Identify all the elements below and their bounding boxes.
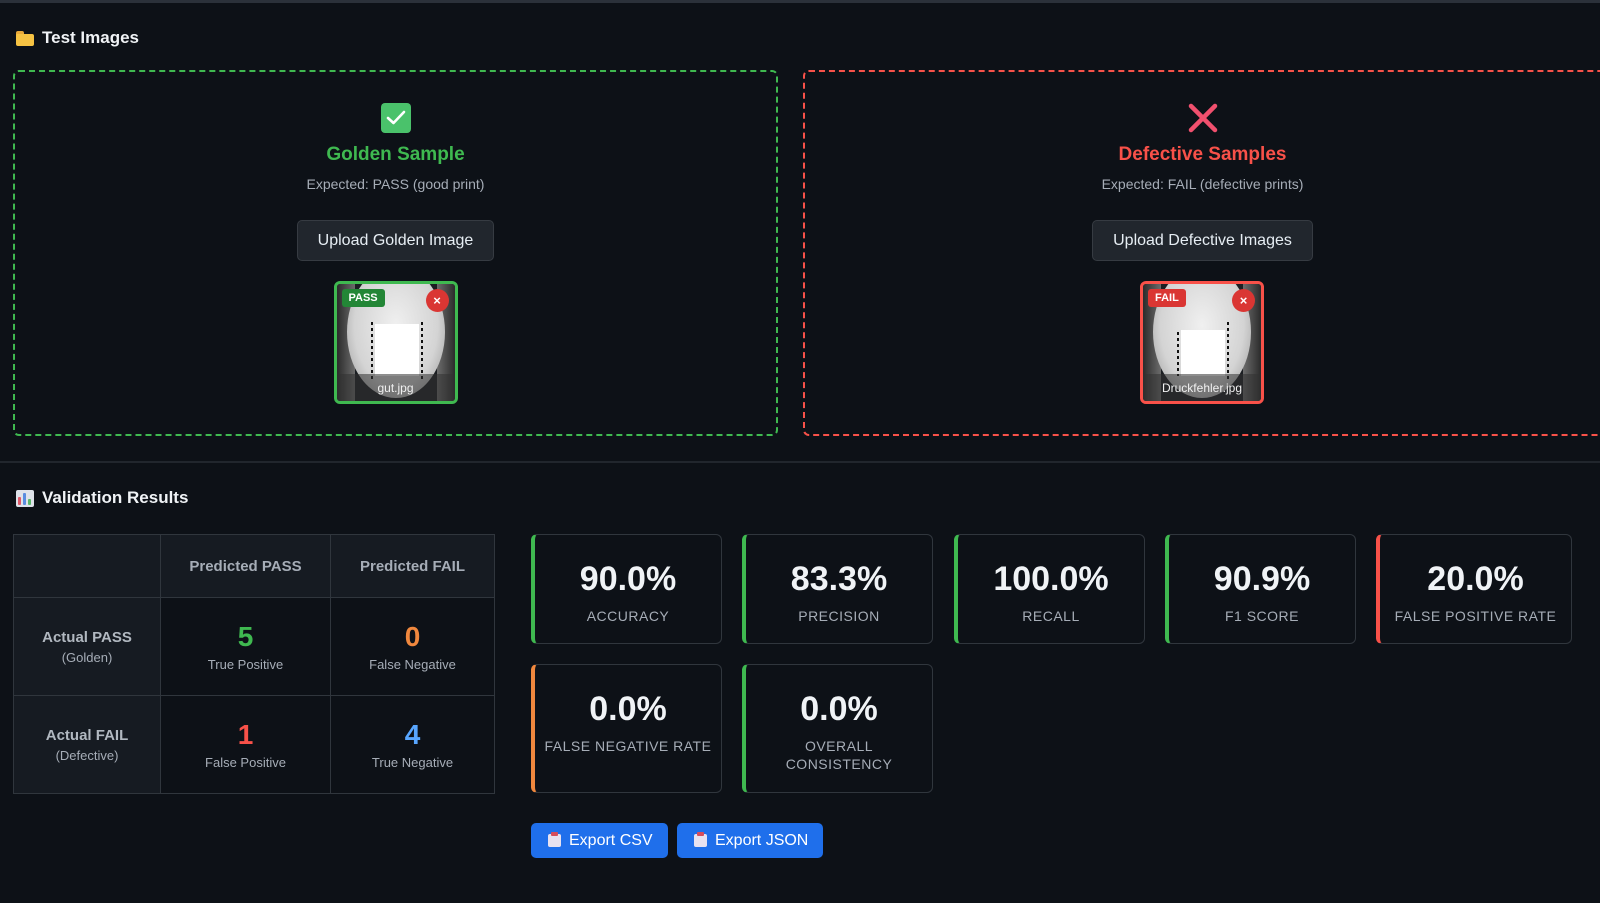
- folder-icon: [16, 31, 34, 46]
- test-images-title: Test Images: [42, 28, 140, 47]
- defective-filename: Druckfehler.jpg: [1143, 374, 1261, 401]
- check-icon: [380, 102, 412, 134]
- metric-label: OVERALL CONSISTENCY: [785, 738, 893, 772]
- export-json-button[interactable]: Export JSON: [677, 823, 824, 858]
- cross-icon: [1187, 102, 1219, 134]
- top-divider: [0, 0, 1600, 3]
- cell-value: 0: [404, 621, 421, 652]
- true-negative-cell: 4 True Negative: [330, 695, 495, 794]
- metric-value: 100.0%: [993, 560, 1109, 598]
- clipboard-icon: [694, 832, 707, 847]
- matrix-corner: [13, 534, 161, 598]
- cell-value: 5: [237, 621, 254, 652]
- metric-card-overall-consistency: 0.0% OVERALL CONSISTENCY: [742, 664, 933, 793]
- remove-defective-button[interactable]: ×: [1232, 289, 1255, 312]
- true-positive-cell: 5 True Positive: [160, 597, 331, 696]
- golden-drop-zone[interactable]: Golden Sample Expected: PASS (good print…: [13, 70, 778, 436]
- golden-filename: gut.jpg: [336, 374, 455, 401]
- cell-value: 1: [237, 719, 254, 750]
- metric-card-accuracy: 90.0% ACCURACY: [531, 534, 722, 644]
- defective-title: Defective Samples: [1118, 144, 1287, 165]
- cell-caption: True Negative: [371, 755, 454, 770]
- section-divider: [0, 461, 1600, 463]
- cell-value: 4: [404, 719, 421, 750]
- metric-label: F1 SCORE: [1224, 608, 1299, 624]
- metric-value: 0.0%: [589, 690, 667, 728]
- metric-value: 83.3%: [790, 560, 888, 598]
- confusion-matrix: Predicted PASS Predicted FAIL Actual PAS…: [13, 534, 495, 794]
- metric-value: 90.0%: [579, 560, 677, 598]
- metric-label: RECALL: [1022, 608, 1080, 624]
- defective-subtitle: Expected: FAIL (defective prints): [1101, 176, 1304, 192]
- upload-defective-button[interactable]: Upload Defective Images: [1092, 220, 1313, 261]
- cell-caption: True Positive: [207, 657, 284, 672]
- metric-card-precision: 83.3% PRECISION: [742, 534, 933, 644]
- col-header-predicted-pass: Predicted PASS: [160, 534, 331, 598]
- golden-title: Golden Sample: [326, 144, 465, 165]
- metric-card-recall: 100.0% RECALL: [954, 534, 1145, 644]
- pass-badge: PASS: [341, 289, 385, 307]
- false-positive-cell: 1 False Positive: [160, 695, 331, 794]
- upload-golden-button[interactable]: Upload Golden Image: [296, 220, 495, 261]
- metric-value: 0.0%: [800, 690, 878, 728]
- metric-label: FALSE POSITIVE RATE: [1394, 608, 1557, 624]
- validation-results-header: Validation Results: [16, 488, 188, 508]
- remove-golden-button[interactable]: ×: [425, 289, 449, 312]
- export-csv-button[interactable]: Export CSV: [531, 823, 668, 858]
- golden-thumbnail[interactable]: PASS × gut.jpg: [333, 281, 458, 404]
- metric-label: ACCURACY: [586, 608, 670, 624]
- metric-card-f1-score: 90.9% F1 SCORE: [1165, 534, 1356, 644]
- false-negative-cell: 0 False Negative: [330, 597, 495, 696]
- cell-caption: False Negative: [369, 657, 456, 672]
- validation-results-title: Validation Results: [42, 488, 189, 507]
- clipboard-icon: [548, 832, 561, 847]
- test-images-header: Test Images: [16, 28, 139, 48]
- defective-drop-zone[interactable]: Defective Samples Expected: FAIL (defect…: [803, 70, 1600, 436]
- metric-label: PRECISION: [798, 608, 880, 624]
- metric-card-false-positive-rate: 20.0% FALSE POSITIVE RATE: [1376, 534, 1572, 644]
- metric-label: FALSE NEGATIVE RATE: [544, 738, 712, 754]
- col-header-predicted-fail: Predicted FAIL: [330, 534, 495, 598]
- golden-subtitle: Expected: PASS (good print): [306, 176, 485, 192]
- metric-card-false-negative-rate: 0.0% FALSE NEGATIVE RATE: [531, 664, 722, 793]
- metric-value: 90.9%: [1213, 560, 1311, 598]
- cell-caption: False Positive: [205, 755, 286, 770]
- row-header-actual-pass: Actual PASS (Golden): [13, 597, 161, 696]
- metric-value: 20.0%: [1427, 560, 1524, 598]
- bar-chart-icon: [16, 489, 34, 507]
- defective-thumbnail[interactable]: FAIL × Druckfehler.jpg: [1140, 281, 1264, 404]
- fail-badge: FAIL: [1148, 289, 1186, 307]
- row-header-actual-fail: Actual FAIL (Defective): [13, 695, 161, 794]
